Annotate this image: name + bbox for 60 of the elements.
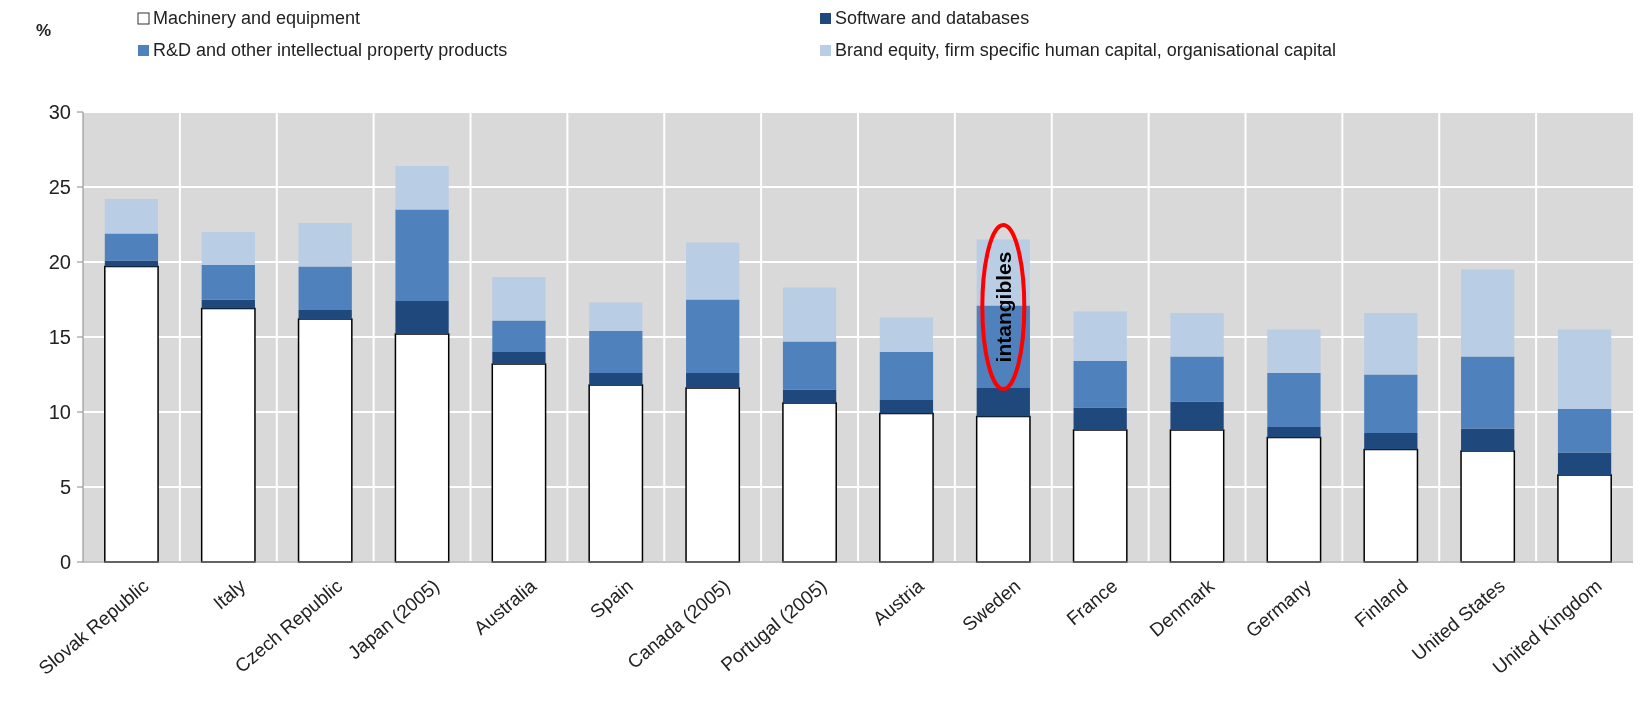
bar — [879, 352, 934, 400]
y-tick-label: 30 — [48, 101, 71, 123]
bar — [1170, 401, 1224, 430]
bar — [1267, 373, 1321, 427]
bar — [589, 373, 643, 385]
bar — [1170, 356, 1224, 402]
bar — [298, 266, 352, 310]
bar — [1364, 313, 1418, 375]
bar — [879, 317, 934, 352]
bar — [104, 199, 159, 234]
bar — [104, 233, 159, 261]
bar — [1364, 374, 1418, 433]
y-tick-label: 10 — [48, 401, 71, 423]
bar — [201, 299, 255, 309]
y-tick-label: 20 — [48, 251, 71, 273]
y-tick-label: 0 — [59, 551, 71, 573]
bar — [395, 166, 449, 210]
y-axis-title: % — [36, 21, 52, 40]
bar — [782, 287, 837, 342]
bar — [1073, 311, 1127, 361]
x-tick-label: Italy — [209, 574, 250, 614]
legend-label: R&D and other intellectual property products — [153, 40, 508, 60]
bar — [1557, 452, 1612, 475]
bar — [104, 260, 159, 267]
bar — [1557, 329, 1612, 409]
bar — [976, 388, 1030, 417]
bar — [589, 331, 643, 373]
bar — [1073, 407, 1127, 430]
bar — [298, 310, 352, 319]
bar — [782, 389, 837, 403]
bar — [492, 352, 546, 364]
bar — [492, 277, 546, 321]
bar — [298, 223, 352, 267]
y-tick-label: 25 — [48, 176, 71, 198]
bar — [1557, 409, 1612, 453]
bar — [201, 232, 255, 265]
legend-label: Brand equity, firm specific human capital, organisational capital — [835, 40, 1336, 60]
bar — [1461, 356, 1515, 429]
bar — [782, 341, 837, 390]
bar — [1170, 313, 1224, 357]
bar — [1461, 428, 1515, 451]
bar — [686, 242, 740, 300]
bar — [686, 373, 740, 388]
bar — [1073, 361, 1127, 408]
bar — [492, 320, 546, 352]
bar — [1267, 329, 1321, 373]
annotation: intangibles — [991, 251, 1015, 363]
bar — [879, 400, 934, 414]
bar — [395, 209, 449, 301]
bar — [686, 299, 740, 373]
bar — [1364, 433, 1418, 450]
bar — [1461, 269, 1515, 357]
bar — [589, 302, 643, 331]
y-tick-label: 15 — [48, 326, 71, 348]
legend-label: Machinery and equipment — [153, 8, 361, 28]
bar — [395, 301, 449, 334]
bar — [1267, 427, 1321, 438]
legend-label: Software and databases — [835, 8, 1030, 28]
bar — [201, 265, 255, 300]
y-tick-label: 5 — [59, 476, 71, 498]
